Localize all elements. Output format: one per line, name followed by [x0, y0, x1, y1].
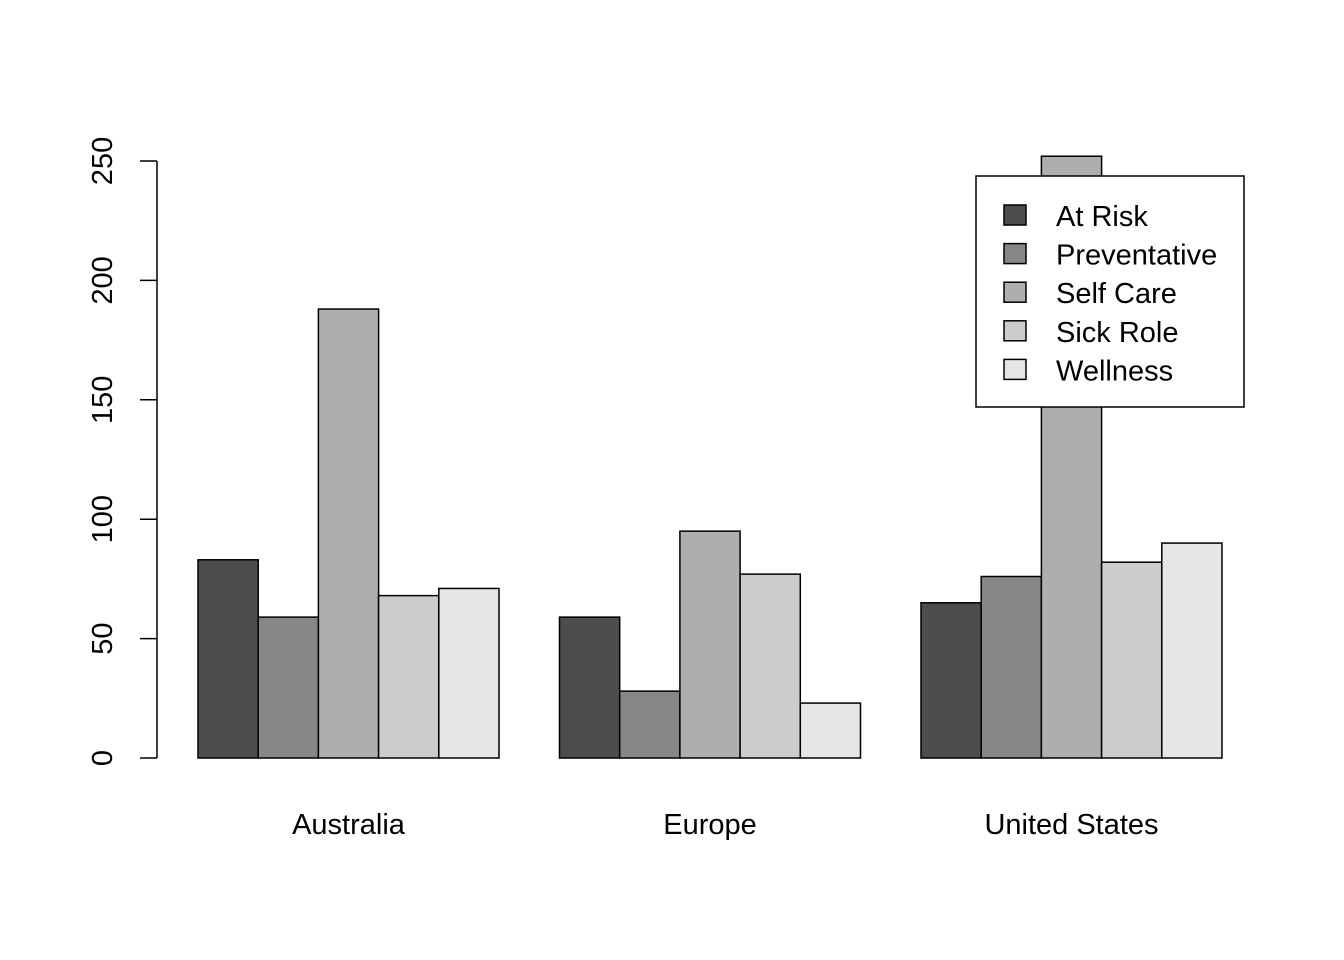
y-tick-label: 100: [87, 495, 119, 543]
legend-item: Self Care: [1003, 278, 1177, 310]
bar: [377, 594, 440, 759]
legend: At Risk Preventative Self Care Sick Role Wel…: [975, 175, 1245, 408]
legend-label: Preventative: [1056, 240, 1217, 272]
bar: [679, 530, 741, 759]
bar: [799, 702, 862, 759]
y-tick-label: 250: [87, 137, 119, 185]
legend-item: Preventative: [1003, 240, 1217, 272]
category-label: Australia: [292, 809, 406, 841]
category-label: United States: [984, 809, 1158, 841]
bar-group: [197, 308, 500, 759]
bar-group: [558, 530, 862, 759]
bar: [558, 616, 621, 759]
legend-label: Sick Role: [1056, 317, 1179, 349]
legend-label: Self Care: [1056, 278, 1177, 310]
legend-swatch: [1003, 242, 1027, 265]
legend-label: Wellness: [1056, 355, 1173, 387]
y-tick-label: 200: [87, 256, 119, 304]
bar: [197, 559, 259, 759]
y-tick-label: 150: [87, 376, 119, 424]
bar: [920, 602, 982, 759]
legend-item: At Risk: [1003, 201, 1148, 233]
category-labels: Australia Europe United States: [292, 809, 1158, 841]
bar: [257, 616, 320, 759]
bar: [618, 690, 681, 759]
legend-label: At Risk: [1056, 201, 1148, 233]
legend-swatch: [1003, 358, 1027, 381]
legend-item: Sick Role: [1003, 317, 1179, 349]
bar: [739, 573, 802, 759]
bar: [438, 587, 500, 759]
y-axis: 0 50 100 150 200 250: [87, 137, 158, 766]
bar: [317, 308, 380, 759]
y-tick-label: 50: [87, 622, 119, 654]
bar: [1161, 542, 1223, 759]
legend-item: Wellness: [1003, 355, 1173, 387]
bar: [980, 575, 1043, 759]
category-label: Europe: [663, 809, 757, 841]
y-tick-label: 0: [87, 750, 119, 766]
legend-swatch: [1003, 320, 1027, 342]
legend-swatch: [1003, 281, 1027, 303]
legend-swatch: [1003, 204, 1027, 226]
bar: [1100, 561, 1163, 759]
